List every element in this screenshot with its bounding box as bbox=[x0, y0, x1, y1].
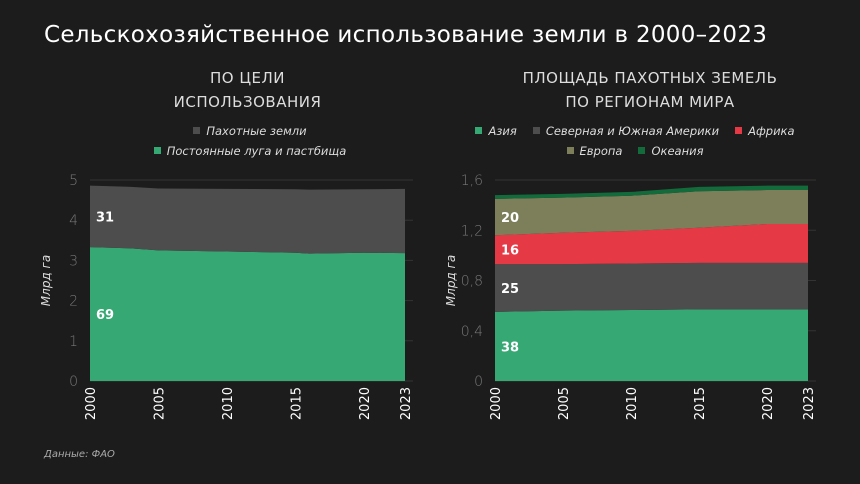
y-tick-label: 2 bbox=[69, 294, 78, 310]
legend-item: Пахотные земли bbox=[193, 121, 307, 141]
area-4 bbox=[495, 185, 808, 199]
legend-swatch bbox=[475, 127, 483, 134]
legend-item: Азия bbox=[475, 121, 517, 141]
x-tick-label: 2005 bbox=[152, 387, 167, 420]
legend-item: Северная и Южная Америки bbox=[532, 121, 720, 141]
area-3 bbox=[495, 190, 808, 236]
legend-swatch bbox=[638, 147, 646, 154]
left-chart-title: ПО ЦЕЛИ ИСПОЛЬЗОВАНИЯ bbox=[90, 66, 405, 114]
data-label: 31 bbox=[96, 210, 114, 225]
legend-swatch bbox=[735, 127, 743, 134]
legend-swatch bbox=[193, 127, 201, 134]
data-label: 38 bbox=[501, 340, 519, 355]
legend-label: Постоянные луга и пастбища bbox=[166, 144, 347, 158]
area-0 bbox=[90, 247, 405, 381]
x-tick-label: 2023 bbox=[802, 387, 817, 420]
legend-label: Пахотные земли bbox=[206, 124, 307, 138]
y-tick-label: 1,2 bbox=[461, 223, 483, 239]
left-title-line: ПО ЦЕЛИ bbox=[210, 69, 285, 87]
legend-swatch bbox=[566, 147, 574, 154]
legend-item: Африка bbox=[735, 121, 795, 141]
y-tick-label: 0 bbox=[474, 374, 483, 390]
legend-item: Океания bbox=[638, 141, 703, 161]
area-1 bbox=[90, 185, 405, 254]
y-tick-label: 3 bbox=[69, 253, 78, 269]
legend-label: Азия bbox=[488, 124, 517, 138]
x-tick-label: 2020 bbox=[761, 387, 776, 420]
area-2 bbox=[495, 223, 808, 265]
right-title-line: ПЛОЩАДЬ ПАХОТНЫХ ЗЕМЕЛЬ bbox=[522, 69, 778, 87]
x-tick-label: 2000 bbox=[84, 387, 99, 420]
data-label: 16 bbox=[501, 244, 519, 259]
legend-item: Европа bbox=[566, 141, 623, 161]
legend-label: Африка bbox=[748, 124, 795, 138]
x-tick-label: 2020 bbox=[358, 387, 373, 420]
data-label: 25 bbox=[501, 282, 519, 297]
y-tick-label: 0,4 bbox=[461, 324, 483, 340]
area-1 bbox=[495, 262, 808, 312]
area-0 bbox=[495, 309, 808, 381]
legend-swatch bbox=[153, 147, 161, 154]
y-tick-label: 4 bbox=[69, 213, 78, 229]
legend-label: Океания bbox=[651, 144, 704, 158]
y-axis-label: Млрд га bbox=[444, 255, 458, 306]
left-legend: Пахотные земли Постоянные луга и пастбища bbox=[80, 121, 420, 161]
legend-label: Северная и Южная Америки bbox=[545, 124, 720, 138]
x-tick-label: 2010 bbox=[221, 387, 236, 420]
right-legend: Азия Северная и Южная Америки Африка Европа… bbox=[445, 121, 825, 161]
x-tick-label: 2010 bbox=[625, 387, 640, 420]
x-tick-label: 2000 bbox=[489, 387, 504, 420]
y-axis-label: Млрд га bbox=[39, 255, 53, 306]
left-title-line: ИСПОЛЬЗОВАНИЯ bbox=[173, 93, 322, 111]
x-tick-label: 2023 bbox=[399, 387, 414, 420]
legend-label: Европа bbox=[579, 144, 623, 158]
y-tick-label: 0,8 bbox=[461, 274, 483, 290]
x-tick-label: 2005 bbox=[557, 387, 572, 420]
page-title: Сельскохозяйственное использование земли… bbox=[44, 22, 768, 48]
data-label: 20 bbox=[501, 211, 519, 226]
data-label: 69 bbox=[96, 308, 114, 323]
y-tick-label: 5 bbox=[69, 173, 78, 189]
x-tick-label: 2015 bbox=[693, 387, 708, 420]
x-tick-label: 2015 bbox=[289, 387, 304, 420]
right-title-line: ПО РЕГИОНАМ МИРА bbox=[565, 93, 735, 111]
source-note: Данные: ФАО bbox=[44, 449, 115, 460]
y-tick-label: 1 bbox=[69, 334, 78, 350]
legend-swatch bbox=[532, 127, 540, 134]
right-chart-title: ПЛОЩАДЬ ПАХОТНЫХ ЗЕМЕЛЬ ПО РЕГИОНАМ МИРА bbox=[470, 66, 830, 114]
y-tick-label: 0 bbox=[69, 374, 78, 390]
y-tick-label: 1,6 bbox=[461, 173, 483, 189]
legend-item: Постоянные луга и пастбища bbox=[153, 141, 347, 161]
